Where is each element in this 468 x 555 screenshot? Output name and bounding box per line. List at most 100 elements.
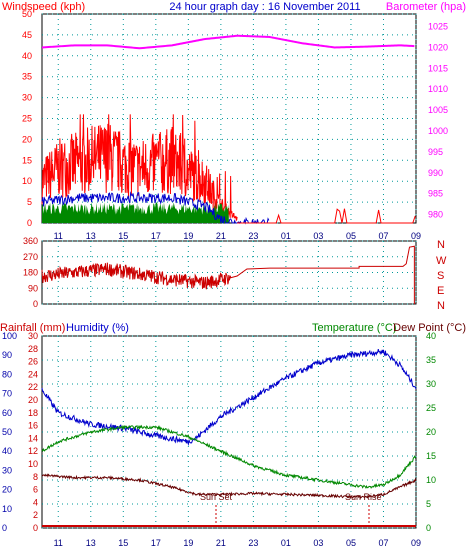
rainfall-tick-label: 2 xyxy=(33,510,38,520)
x-tick-label: 11 xyxy=(54,538,63,548)
x-tick-label: 19 xyxy=(183,538,193,548)
x-tick-label: 05 xyxy=(346,538,356,548)
wind-tick-label: 50 xyxy=(22,9,32,19)
temperature-tick-label: 10 xyxy=(426,475,436,485)
series-layer xyxy=(41,34,417,527)
dewpoint-series xyxy=(41,473,417,500)
wind-tick-label: 15 xyxy=(22,155,32,165)
wind-tick-label: 10 xyxy=(22,176,32,186)
temperature-tick-label: 35 xyxy=(426,355,436,365)
x-tick-label: 19 xyxy=(183,231,193,241)
rainfall-axis-title: Rainfall (mm) xyxy=(0,322,65,334)
barometer-tick-label: 1000 xyxy=(428,126,448,136)
compass-label-w: W xyxy=(436,255,447,267)
temperature-tick-label: 15 xyxy=(426,451,436,461)
wind-tick-label: 5 xyxy=(27,197,32,207)
rainfall-tick-label: 24 xyxy=(28,369,38,379)
x-tick-label: 15 xyxy=(118,231,128,241)
rainfall-tick-label: 30 xyxy=(28,331,38,341)
compass-label-n-bottom: N xyxy=(437,300,445,312)
temperature-tick-label: 0 xyxy=(426,523,431,533)
wind-tick-label: 30 xyxy=(22,93,32,103)
compass-label-s: S xyxy=(437,270,444,282)
x-tick-label: 21 xyxy=(216,538,226,548)
rainfall-tick-label: 6 xyxy=(33,485,38,495)
humidity-tick-label: 50 xyxy=(2,427,12,437)
temperature-tick-label: 5 xyxy=(426,499,431,509)
rainfall-tick-label: 28 xyxy=(28,344,38,354)
direction-tick-label: 360 xyxy=(23,236,38,246)
rainfall-tick-label: 4 xyxy=(33,497,38,507)
barometer-tick-label: 1020 xyxy=(428,42,448,52)
sunset-label: Sun Set xyxy=(200,492,233,502)
barometer-tick-label: 985 xyxy=(428,189,443,199)
wind-tick-label: 0 xyxy=(27,218,32,228)
barometer-tick-label: 995 xyxy=(428,147,443,157)
windspeed-axis-title: Windspeed (kph) xyxy=(2,1,85,13)
barometer-axis-title: Barometer (hpa) xyxy=(386,1,466,13)
x-tick-label: 03 xyxy=(313,231,323,241)
humidity-tick-label: 90 xyxy=(2,350,12,360)
barometer-series xyxy=(41,34,415,50)
direction-tick-label: 180 xyxy=(23,268,38,278)
x-tick-label: 01 xyxy=(281,538,291,548)
temperature-series xyxy=(41,424,417,490)
humidity-tick-label: 60 xyxy=(2,408,12,418)
x-tick-label: 17 xyxy=(151,231,161,241)
late-wind-series xyxy=(237,208,416,224)
x-tick-label: 09 xyxy=(411,231,421,241)
rainfall-tick-label: 26 xyxy=(28,357,38,367)
barometer-tick-label: 980 xyxy=(428,210,443,220)
humidity-tick-label: 30 xyxy=(2,465,12,475)
x-tick-label: 01 xyxy=(281,231,291,241)
rainfall-tick-label: 16 xyxy=(28,421,38,431)
gust-base-series xyxy=(42,202,229,223)
wind-direction-series xyxy=(41,245,415,304)
wind-tick-label: 35 xyxy=(22,72,32,82)
humidity-tick-label: 80 xyxy=(2,369,12,379)
wind-panel-frame xyxy=(41,13,417,224)
direction-panel-frame xyxy=(41,240,417,305)
wind-tick-label: 40 xyxy=(22,51,32,61)
humidity-tick-label: 70 xyxy=(2,389,12,399)
humidity-tick-label: 10 xyxy=(2,504,12,514)
wind-tick-label: 20 xyxy=(22,134,32,144)
x-tick-label: 13 xyxy=(86,538,96,548)
temperature-axis-title: Temperature (°C) xyxy=(312,322,396,334)
temperature-tick-label: 40 xyxy=(426,331,436,341)
rainfall-tick-label: 14 xyxy=(28,433,38,443)
x-tick-label: 23 xyxy=(248,538,258,548)
x-tick-label: 07 xyxy=(378,231,388,241)
compass-labels: N W S E N xyxy=(436,239,447,312)
humidity-tick-label: 0 xyxy=(2,523,7,533)
dewpoint-axis-title: Dew Point (°C) xyxy=(393,322,466,334)
direction-tick-label: 0 xyxy=(33,299,38,309)
temperature-tick-label: 20 xyxy=(426,427,436,437)
barometer-tick-label: 1005 xyxy=(428,105,448,115)
humidity-tick-label: 40 xyxy=(2,446,12,456)
barometer-tick-label: 1015 xyxy=(428,63,448,73)
windspeed-series xyxy=(41,114,238,222)
x-tick-label: 07 xyxy=(378,538,388,548)
barometer-tick-label: 990 xyxy=(428,168,443,178)
compass-label-e: E xyxy=(437,285,444,297)
humidity-tick-label: 100 xyxy=(2,331,17,341)
direction-tick-label: 90 xyxy=(28,283,38,293)
barometer-tick-label: 1025 xyxy=(428,22,448,32)
wind-tick-label: 45 xyxy=(22,30,32,40)
rainfall-tick-label: 8 xyxy=(33,472,38,482)
temperature-tick-label: 30 xyxy=(426,379,436,389)
humidity-axis-title: Humidity (%) xyxy=(66,322,129,334)
rainfall-tick-label: 12 xyxy=(28,446,38,456)
rainfall-tick-label: 18 xyxy=(28,408,38,418)
rainfall-tick-label: 0 xyxy=(33,523,38,533)
rainfall-tick-label: 10 xyxy=(28,459,38,469)
direction-tick-label: 270 xyxy=(23,252,38,262)
humidity-tick-label: 20 xyxy=(2,485,12,495)
humidity-series xyxy=(41,349,417,447)
rainfall-tick-label: 22 xyxy=(28,382,38,392)
temperature-tick-label: 25 xyxy=(426,403,436,413)
x-tick-label: 13 xyxy=(86,231,96,241)
